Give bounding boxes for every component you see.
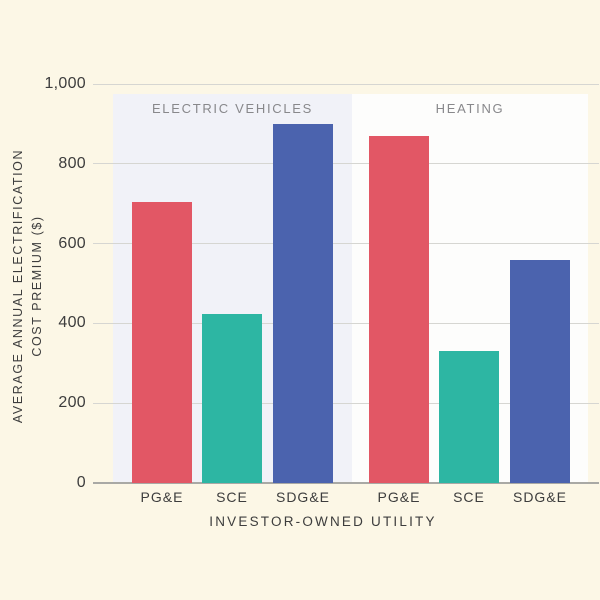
gridline-400	[93, 322, 599, 324]
x-tick-label-pge-electricvehicles: PG&E	[140, 489, 184, 505]
gridline-800	[93, 163, 599, 165]
y-tick-label-200: 200	[58, 394, 86, 412]
bar-pge-electricvehicles	[132, 201, 192, 483]
gridline-1000	[93, 83, 599, 85]
x-axis-baseline	[93, 482, 599, 484]
x-tick-label-sdge-electricvehicles: SDG&E	[275, 489, 330, 505]
x-tick-label-sce-electricvehicles: SCE	[216, 489, 248, 505]
x-tick-label-pge-heating: PG&E	[377, 489, 421, 505]
bar-sdge-heating	[510, 259, 570, 483]
group-label-heating: HEATING	[435, 101, 505, 116]
group-label-electricvehicles: ELECTRIC VEHICLES	[151, 101, 314, 116]
y-tick-label-0: 0	[76, 474, 86, 491]
x-tick-label-sce-heating: SCE	[453, 489, 485, 505]
y-tick-label-800: 800	[58, 154, 86, 172]
bar-sce-electricvehicles	[202, 314, 262, 483]
x-axis-title: INVESTOR-OWNED UTILITY	[209, 514, 437, 529]
y-tick-label-400: 400	[58, 314, 86, 332]
bar-sce-heating	[439, 351, 499, 483]
y-tick-label-1000: 1,000	[44, 75, 86, 92]
bar-sdge-electricvehicles	[273, 123, 333, 483]
y-tick-label-600: 600	[58, 234, 86, 252]
x-tick-label-sdge-heating: SDG&E	[512, 489, 567, 505]
gridline-600	[93, 243, 599, 245]
gridline-200	[93, 402, 599, 404]
bar-pge-heating	[369, 135, 429, 483]
